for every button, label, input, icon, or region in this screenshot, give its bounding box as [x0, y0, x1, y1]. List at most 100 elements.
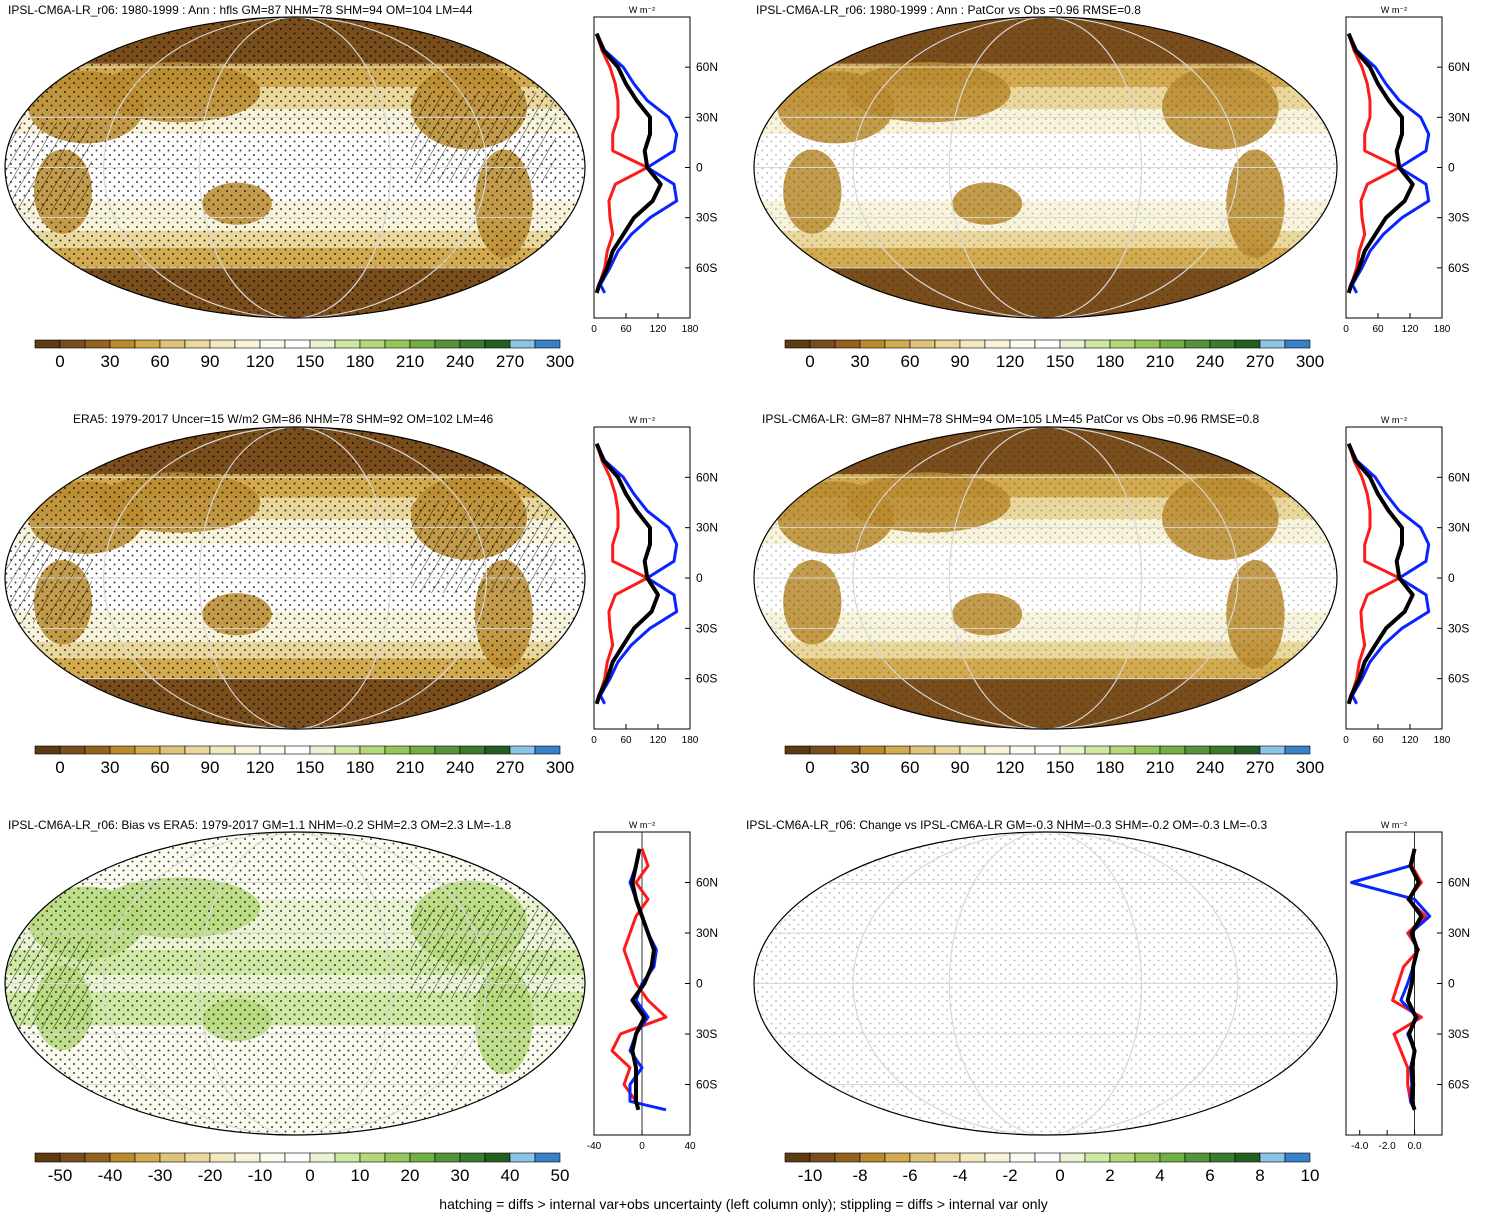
colorbar-swatch	[1259, 1152, 1286, 1163]
colorbar-swatch	[984, 745, 1011, 755]
colorbar-swatch	[1009, 1152, 1036, 1163]
colorbar-swatch	[1059, 1152, 1086, 1163]
colorbar-swatch	[159, 745, 186, 755]
profile-x-tick-label: 180	[1434, 324, 1451, 335]
colorbar-tick-label: 90	[951, 758, 970, 777]
colorbar-tick-label: 300	[1296, 758, 1324, 777]
colorbar-tick-label: 150	[296, 758, 324, 777]
colorbar-tick-label: 90	[201, 352, 220, 371]
colorbar-swatch	[1209, 1152, 1236, 1163]
colorbar-tick-label: -20	[198, 1166, 223, 1185]
colorbar-swatch	[784, 745, 811, 755]
colorbar-swatch	[884, 339, 911, 349]
colorbar-swatch	[1184, 339, 1211, 349]
colorbar-swatch	[84, 339, 111, 349]
zonal-profile: 60N 30N 0 30S 60S 0 60 120 180 W m⁻²	[1343, 5, 1470, 335]
profile-y-tick-label: 30N	[696, 521, 718, 535]
colorbar-swatch	[484, 339, 511, 349]
colorbar-swatch	[934, 1152, 961, 1163]
profile-y-tick-label: 0	[696, 571, 703, 585]
profile-x-tick-label: 40	[684, 1141, 696, 1152]
graticule-line	[103, 17, 487, 318]
profile-series-line	[630, 848, 656, 1111]
colorbar-tick-label: 210	[1146, 758, 1174, 777]
profile-y-tick-label: 30S	[1448, 621, 1469, 635]
colorbar-tick-label: 4	[1155, 1166, 1164, 1185]
colorbar-swatch	[459, 339, 486, 349]
colorbar-swatch	[234, 339, 261, 349]
colorbar-swatch	[934, 745, 961, 755]
colorbar-swatch	[309, 1152, 336, 1163]
profile-y-tick-label: 30S	[1448, 1027, 1469, 1041]
profile-x-tick-label: 60	[620, 324, 632, 335]
colorbar-swatch	[209, 339, 236, 349]
panel-title: ERA5: 1979-2017 Uncer=15 W/m2 GM=86 NHM=…	[73, 412, 494, 426]
colorbar-swatch	[934, 339, 961, 349]
profile-x-tick-label: 120	[650, 735, 667, 746]
map-outline	[4, 831, 586, 1136]
colorbar-swatch	[109, 339, 136, 349]
map-outline	[753, 426, 1338, 730]
colorbar-swatch	[859, 339, 886, 349]
colorbar-swatch	[184, 339, 211, 349]
panel-title: IPSL-CM6A-LR: GM=87 NHM=78 SHM=94 OM=105…	[762, 412, 1260, 426]
profile-x-tick-label: 180	[682, 735, 699, 746]
colorbar-tick-label: -10	[798, 1166, 823, 1185]
colorbar-swatch	[434, 1152, 461, 1163]
profile-y-tick-label: 60N	[1448, 60, 1470, 74]
colorbar-tick-label: 0	[1055, 1166, 1064, 1185]
colorbar-swatch	[159, 339, 186, 349]
graticule-line	[852, 832, 1239, 1135]
colorbar-tick-label: 240	[1196, 352, 1224, 371]
profile-x-tick-label: 0	[1343, 735, 1349, 746]
colorbar-tick-label: 0	[805, 352, 814, 371]
colorbar-swatch	[909, 339, 936, 349]
panel-title: IPSL-CM6A-LR_r06: 1980-1999 : Ann : hfls…	[8, 3, 473, 17]
colorbar-tick-label: 180	[346, 758, 374, 777]
colorbar: 0 30 60 90 120 150 180 210 240 270 300	[34, 339, 574, 371]
colorbar-tick-label: -10	[248, 1166, 273, 1185]
colorbar-swatch	[159, 1152, 186, 1163]
colorbar-tick-label: 300	[546, 758, 574, 777]
profile-x-tick-label: 180	[1434, 735, 1451, 746]
colorbar-swatch	[1034, 745, 1061, 755]
colorbar-swatch	[534, 1152, 561, 1163]
colorbar-swatch	[859, 1152, 886, 1163]
world-map	[753, 16, 1338, 319]
colorbar-tick-label: -6	[902, 1166, 917, 1185]
colorbar-swatch	[1234, 339, 1261, 349]
colorbar: 0 30 60 90 120 150 180 210 240 270 300	[784, 745, 1324, 777]
colorbar-swatch	[1009, 745, 1036, 755]
profile-y-tick-label: 30N	[696, 926, 718, 940]
map-outline	[4, 426, 586, 730]
colorbar-swatch	[959, 745, 986, 755]
graticule-line	[852, 17, 1239, 318]
colorbar-swatch	[1234, 1152, 1261, 1163]
profile-x-tick-label: -40	[587, 1141, 602, 1152]
profile-y-tick-label: 60S	[1448, 672, 1469, 686]
colorbar-swatch	[209, 1152, 236, 1163]
colorbar-swatch	[909, 745, 936, 755]
profile-y-tick-label: 30N	[1448, 926, 1470, 940]
colorbar-swatch	[284, 745, 311, 755]
world-map	[4, 16, 586, 319]
colorbar: -50 -40 -30 -20 -10 0 10 20 30 40 50	[34, 1152, 569, 1185]
zonal-profile: 60N 30N 0 30S 60S 0 60 120 180 W m⁻²	[591, 5, 718, 335]
colorbar-swatch	[1034, 339, 1061, 349]
colorbar-swatch	[359, 339, 386, 349]
colorbar-tick-label: 180	[346, 352, 374, 371]
profile-series-line	[594, 32, 663, 294]
profile-x-tick-label: 0	[639, 1141, 645, 1152]
colorbar-tick-label: 120	[996, 758, 1024, 777]
profile-y-tick-label: 30N	[1448, 110, 1470, 124]
colorbar-swatch	[134, 339, 161, 349]
colorbar-swatch	[509, 1152, 536, 1163]
panel-title: IPSL-CM6A-LR_r06: Bias vs ERA5: 1979-201…	[8, 818, 512, 832]
colorbar-swatch	[1209, 339, 1236, 349]
colorbar-swatch	[1159, 1152, 1186, 1163]
colorbar-swatch	[359, 745, 386, 755]
profile-series-line	[1405, 848, 1424, 1111]
profile-y-tick-label: 30N	[696, 110, 718, 124]
colorbar-swatch	[1109, 1152, 1136, 1163]
colorbar-tick-label: 40	[501, 1166, 520, 1185]
